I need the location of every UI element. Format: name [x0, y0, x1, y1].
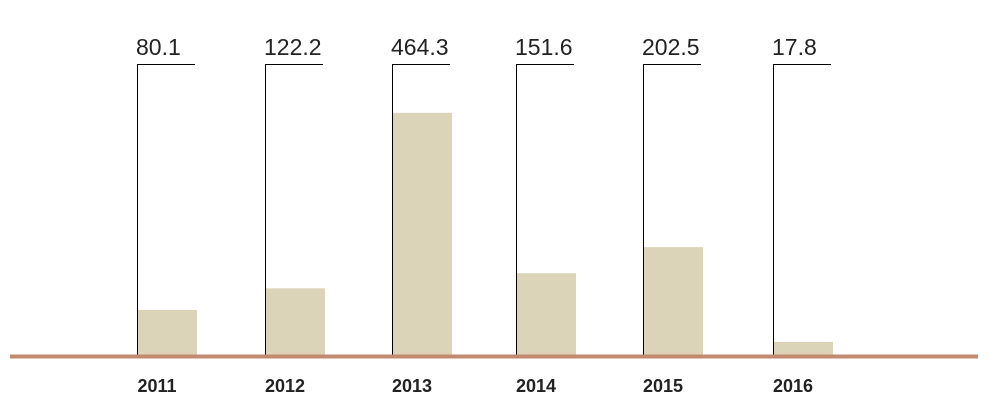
- x-tick-label-2011: 2011: [137, 376, 176, 396]
- x-tick-label-2016: 2016: [773, 376, 813, 396]
- data-label-2011: 80.1: [136, 34, 181, 60]
- bar-2012: [265, 288, 325, 355]
- x-tick-label-2015: 2015: [643, 376, 683, 396]
- x-tick-label-2012: 2012: [265, 376, 305, 396]
- bar-2016: [773, 341, 833, 355]
- leader-line-2013: [392, 64, 450, 355]
- bar-2015: [643, 247, 703, 355]
- data-label-2014: 151.6: [515, 34, 573, 60]
- bar-2011: [137, 309, 197, 355]
- leader-line-2016: [773, 64, 831, 355]
- bar-2013: [392, 112, 452, 355]
- leader-line-2014: [516, 64, 574, 355]
- leader-line-2011: [137, 64, 195, 355]
- leader-line-2015: [643, 64, 701, 355]
- x-tick-label-2014: 2014: [516, 376, 556, 396]
- data-label-2013: 464.3: [391, 34, 449, 60]
- data-label-2016: 17.8: [772, 34, 817, 60]
- data-label-2012: 122.2: [264, 34, 322, 60]
- bar-2014: [516, 273, 576, 355]
- x-tick-label-2013: 2013: [392, 376, 432, 396]
- data-label-2015: 202.5: [642, 34, 700, 60]
- leader-line-2012: [265, 64, 323, 355]
